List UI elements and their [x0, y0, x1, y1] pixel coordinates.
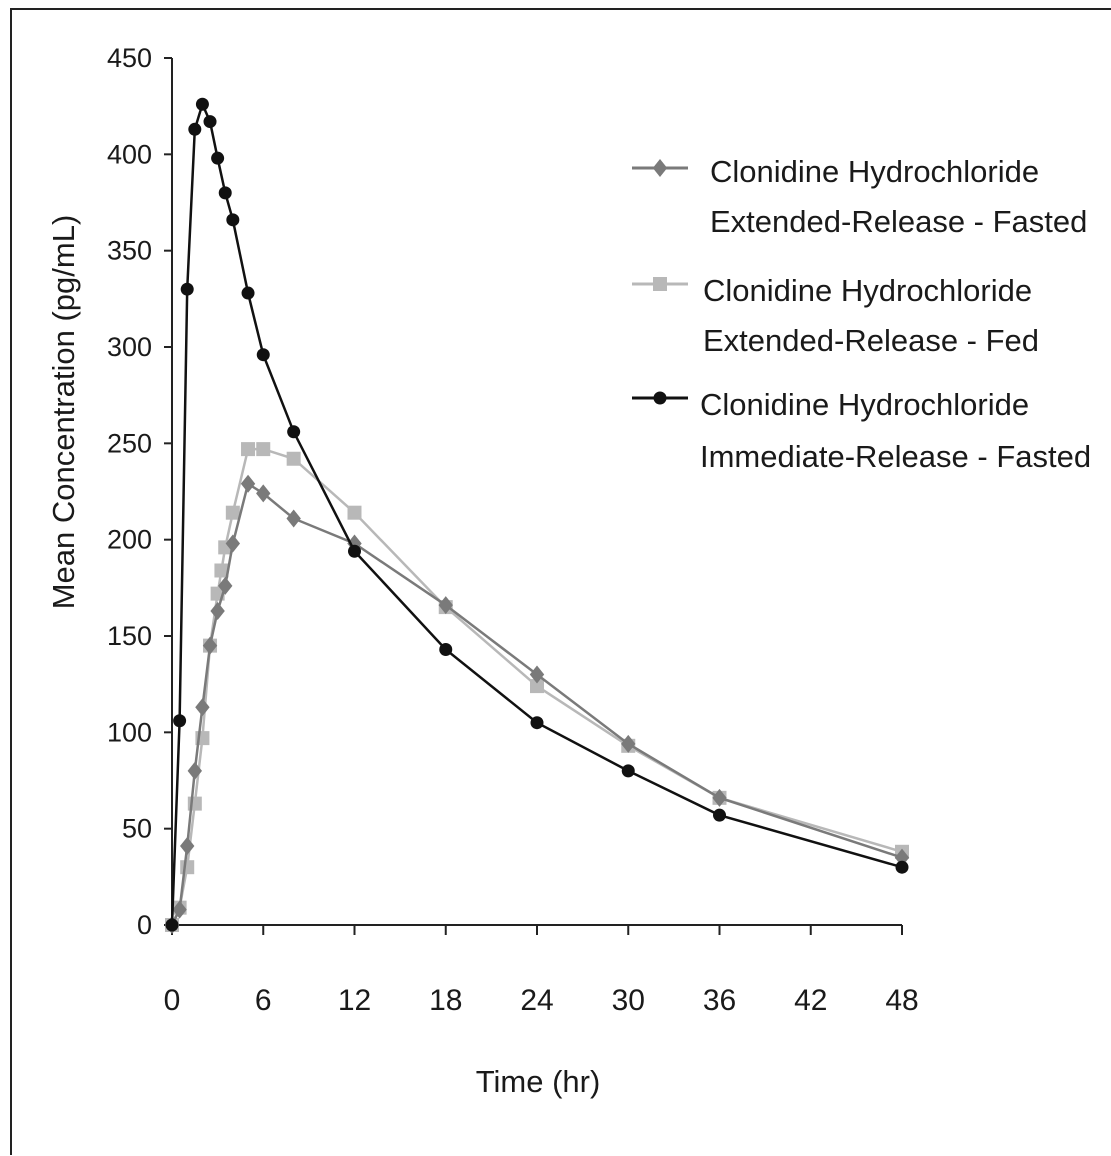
data-point — [712, 788, 727, 807]
legend-entry: Clonidine Hydrochloride Extended-Release … — [632, 154, 1087, 239]
legend-label-line1: Clonidine Hydrochloride — [700, 387, 1029, 422]
data-point — [530, 679, 544, 694]
data-point — [286, 451, 301, 466]
data-point — [287, 425, 301, 439]
data-point — [713, 808, 726, 822]
data-point — [256, 484, 271, 503]
data-point — [203, 115, 217, 129]
y-tick-label: 200 — [107, 525, 152, 555]
data-point — [529, 665, 545, 684]
x-tick-label: 18 — [429, 984, 462, 1017]
series-line — [170, 100, 903, 926]
legend-label-line2: Extended-Release - Fasted — [710, 204, 1087, 239]
data-point — [347, 505, 362, 520]
legend-marker — [653, 277, 667, 291]
x-tick-label: 36 — [703, 984, 736, 1017]
y-tick-label: 0 — [137, 910, 152, 940]
data-point — [214, 563, 229, 578]
series-line — [170, 481, 903, 926]
y-tick-label: 100 — [107, 717, 152, 747]
x-tick-label: 12 — [338, 984, 371, 1017]
data-point — [241, 442, 256, 457]
data-point — [195, 97, 209, 111]
x-tick-label: 48 — [885, 984, 918, 1017]
series-diamond — [164, 474, 910, 934]
legend-entry: Clonidine Hydrochloride Immediate-Release… — [632, 387, 1091, 474]
legend-label-line2: Immediate-Release - Fasted — [700, 439, 1091, 474]
data-point — [225, 505, 240, 520]
y-tick-label: 50 — [122, 814, 152, 844]
data-point — [180, 282, 194, 296]
data-point — [621, 764, 635, 778]
data-point — [187, 761, 203, 780]
x-axis-title: Time (hr) — [476, 1064, 601, 1099]
data-point — [211, 151, 225, 165]
data-point — [439, 642, 453, 656]
data-point — [286, 509, 301, 528]
data-point — [195, 698, 210, 717]
series-circle — [165, 97, 909, 932]
legend: Clonidine Hydrochloride Extended-Release … — [632, 154, 1091, 474]
data-point — [530, 716, 544, 730]
legend-marker — [653, 391, 667, 405]
x-tick-label: 30 — [612, 984, 645, 1017]
x-tick-label: 0 — [164, 984, 181, 1017]
series-square — [165, 442, 909, 932]
data-point — [188, 122, 202, 136]
data-point — [225, 534, 241, 553]
data-point — [165, 918, 179, 932]
y-axis-title: Mean Concentration (pg/mL) — [46, 215, 81, 610]
data-point — [202, 636, 218, 655]
data-point — [895, 860, 909, 874]
data-point — [172, 900, 187, 919]
data-point — [180, 860, 195, 875]
y-tick-label: 350 — [107, 236, 152, 266]
legend-entry: Clonidine Hydrochloride Extended-Release … — [632, 273, 1039, 358]
y-tick-label: 400 — [107, 139, 152, 169]
data-point — [180, 837, 195, 856]
legend-marker — [652, 159, 668, 177]
x-tick-label: 42 — [794, 984, 827, 1017]
data-point — [218, 576, 233, 595]
y-tick-label: 300 — [107, 332, 152, 362]
x-tick-label: 6 — [255, 984, 272, 1017]
chart-frame — [10, 8, 1111, 1155]
y-tick-label: 150 — [107, 621, 152, 651]
legend-label-line2: Extended-Release - Fed — [703, 323, 1039, 358]
data-point — [241, 286, 255, 300]
x-axis-ticks: 0 6 12 18 24 30 36 42 48 — [164, 925, 919, 1017]
legend-label-line1: Clonidine Hydrochloride — [710, 154, 1039, 189]
y-tick-label: 250 — [107, 428, 152, 458]
data-point — [621, 734, 636, 753]
data-point — [226, 213, 240, 227]
y-axis-ticks: 0 50 100 150 200 250 300 350 400 450 — [107, 43, 172, 940]
data-point — [348, 544, 361, 558]
data-point — [173, 714, 187, 728]
legend-label-line1: Clonidine Hydrochloride — [703, 273, 1032, 308]
data-point — [256, 442, 271, 457]
data-point — [438, 596, 453, 615]
x-tick-label: 24 — [520, 984, 553, 1017]
data-point — [256, 348, 270, 362]
y-tick-label: 450 — [107, 43, 152, 73]
data-point — [240, 474, 256, 493]
series-layer — [164, 97, 910, 934]
data-point — [218, 186, 232, 200]
data-point — [210, 601, 225, 620]
